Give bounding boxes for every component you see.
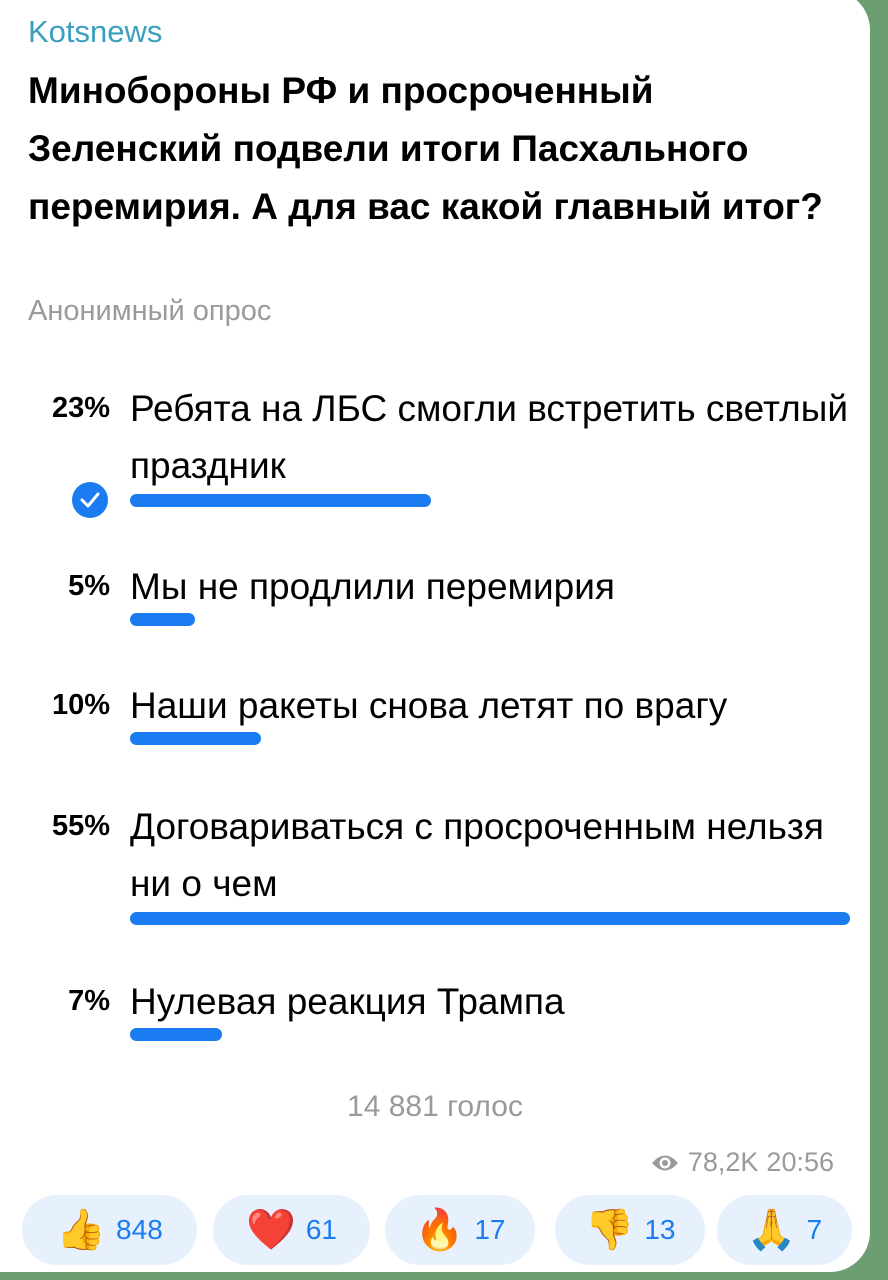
reaction-button[interactable]: 👍 848 bbox=[22, 1195, 197, 1265]
option-percent: 10% bbox=[51, 689, 110, 721]
option-percent: 5% bbox=[68, 570, 110, 602]
option-result-bar bbox=[130, 912, 850, 925]
option-text: Нулевая реакция Трампа bbox=[130, 981, 565, 1022]
message-time: 20:56 bbox=[766, 1147, 834, 1177]
reaction-count: 7 bbox=[806, 1214, 823, 1245]
fire-icon: 🔥 bbox=[414, 1208, 465, 1252]
option-result-bar bbox=[130, 613, 196, 626]
reaction-count: 13 bbox=[644, 1214, 676, 1245]
option-result-bar bbox=[130, 732, 261, 745]
view-count: 78,2K bbox=[687, 1147, 759, 1177]
option-text: Ребята на ЛБС смогли встретить светлый п… bbox=[130, 388, 848, 486]
message-bubble: Kotsnews Минобороны РФ и просроченный Зе… bbox=[0, 0, 870, 1272]
option-text: Договариваться с просроченным нельзя ни … bbox=[130, 806, 824, 904]
heart-icon: ❤️ bbox=[246, 1208, 296, 1252]
eye-icon bbox=[651, 1155, 678, 1170]
poll-type: Анонимный опрос bbox=[28, 295, 272, 327]
option-result-bar bbox=[130, 1028, 222, 1041]
thumbs-up-icon: 👍 bbox=[56, 1208, 107, 1252]
reaction-count: 61 bbox=[305, 1214, 337, 1245]
option-percent: 23% bbox=[51, 392, 110, 424]
reaction-button[interactable]: 🙏 7 bbox=[717, 1195, 852, 1265]
option-text: Наши ракеты снова летят по врагу bbox=[130, 685, 728, 726]
option-percent: 7% bbox=[68, 985, 110, 1017]
message-meta: 78,2K 20:56 bbox=[650, 1147, 834, 1178]
vote-count[interactable]: 14 881 голос bbox=[347, 1090, 523, 1123]
checkmark-icon bbox=[72, 482, 108, 518]
folded-hands-icon: 🙏 bbox=[746, 1208, 797, 1252]
option-text: Мы не продлили перемирия bbox=[130, 566, 615, 607]
option-percent: 55% bbox=[51, 810, 110, 842]
option-result-bar bbox=[130, 494, 432, 507]
reaction-count: 17 bbox=[474, 1214, 506, 1245]
thumbs-down-icon: 👎 bbox=[584, 1208, 635, 1252]
reaction-button[interactable]: 👎 13 bbox=[555, 1195, 705, 1265]
sender-name[interactable]: Kotsnews bbox=[28, 14, 163, 49]
reaction-count: 848 bbox=[116, 1214, 163, 1245]
poll-question: Минобороны РФ и просроченный Зеленский п… bbox=[28, 70, 823, 227]
reaction-button[interactable]: ❤️ 61 bbox=[213, 1195, 370, 1265]
reaction-button[interactable]: 🔥 17 bbox=[385, 1195, 535, 1265]
